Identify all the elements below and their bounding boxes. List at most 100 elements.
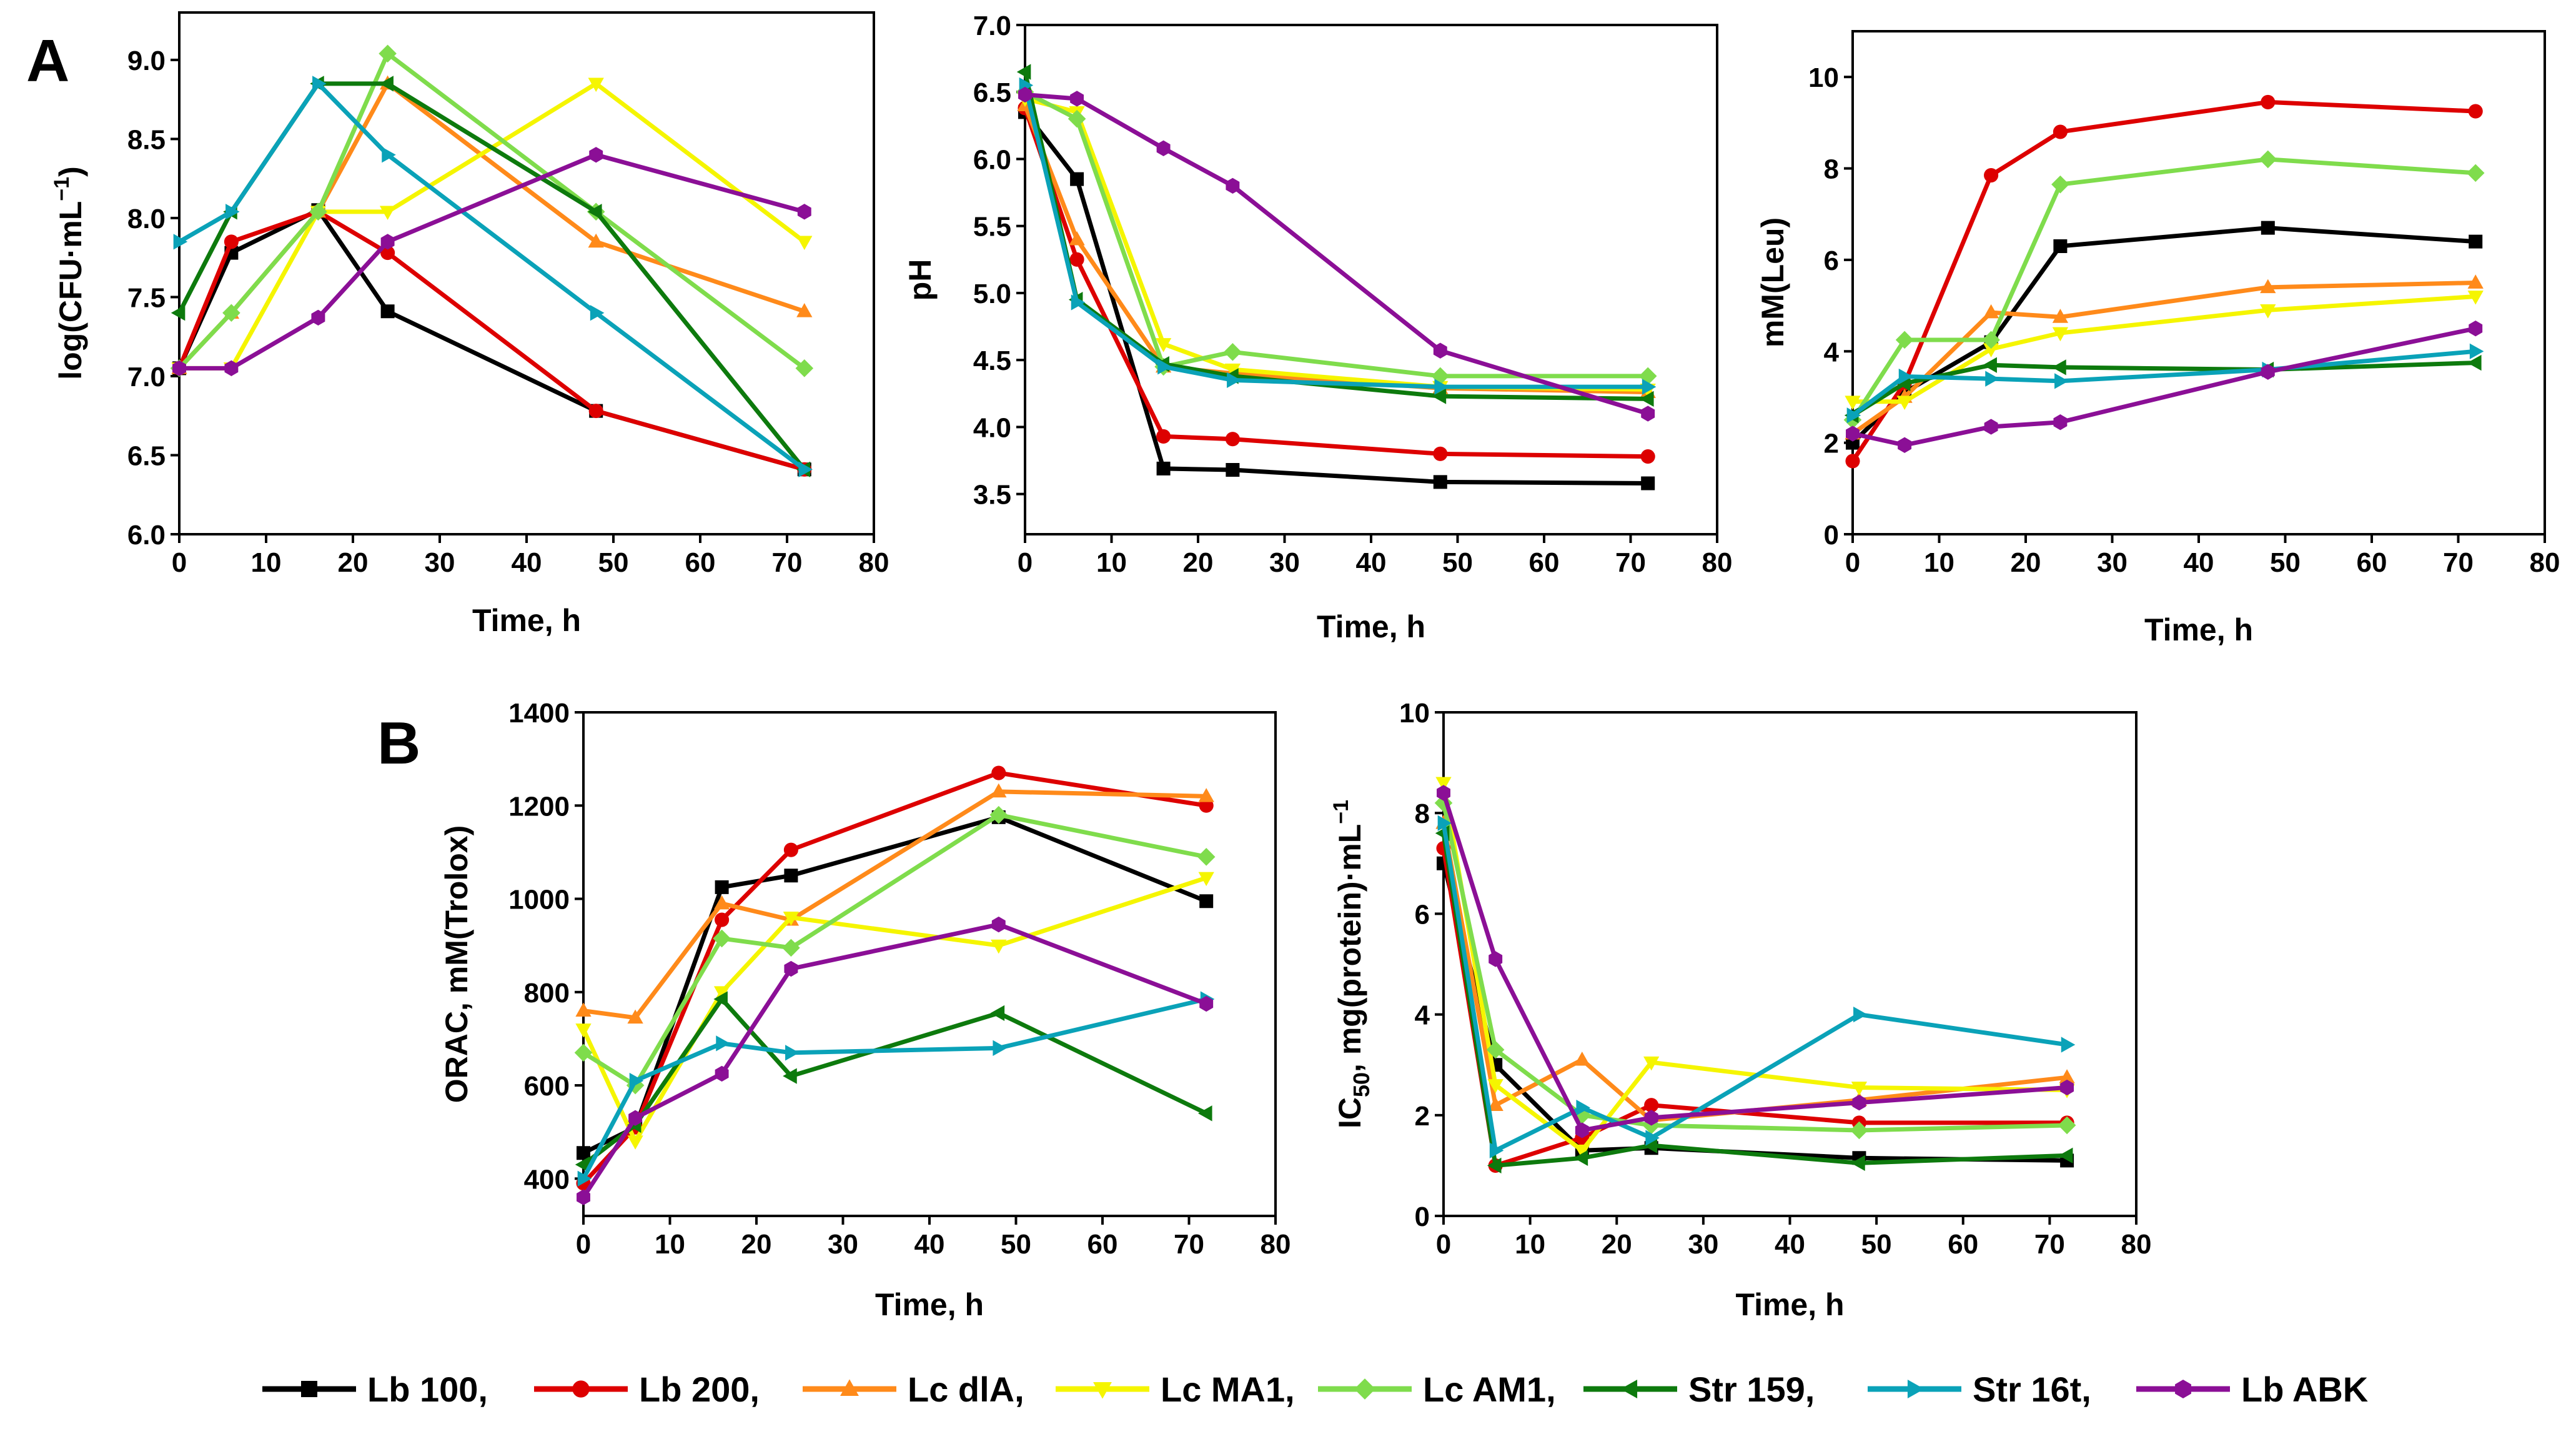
data-point <box>1640 449 1655 464</box>
y-tick-label: 8 <box>1824 154 1839 185</box>
data-point <box>1641 406 1655 422</box>
data-point <box>1226 463 1240 477</box>
y-tick-label: 10 <box>1808 62 1839 93</box>
data-point <box>989 805 1008 824</box>
x-tick-label: 50 <box>1861 1229 1892 1260</box>
data-point <box>380 234 395 250</box>
legend-item: Lc AM1, <box>1318 1370 1556 1409</box>
data-point <box>1645 1130 1660 1146</box>
data-point <box>1197 848 1216 866</box>
legend-label: Lc MA1, <box>1161 1370 1295 1409</box>
series-lb-100 <box>172 203 811 477</box>
y-tick-label: 400 <box>524 1164 570 1195</box>
series-line <box>583 789 1207 1020</box>
data-point <box>1898 437 1912 453</box>
chart-b1: 0 10 20 30 40 50 60 70 80 400 600 800 1000 1200 1400 Ti… <box>439 698 1290 1322</box>
data-point <box>991 765 1006 780</box>
data-point <box>1489 951 1503 967</box>
legend-item: Lb 200, <box>534 1370 760 1409</box>
data-point <box>1199 995 1214 1012</box>
series-line <box>1441 802 2068 1133</box>
y-tick-label: 8 <box>1415 799 1430 829</box>
data-point <box>309 202 327 221</box>
series-line <box>1023 84 1648 389</box>
data-point <box>1574 1144 1590 1159</box>
data-point <box>1016 64 1031 80</box>
data-point <box>171 305 186 321</box>
x-tick-label: 50 <box>2270 547 2301 578</box>
x-tick-label: 40 <box>2184 547 2214 578</box>
data-point <box>1851 1082 1868 1096</box>
data-point <box>796 303 813 317</box>
series-line <box>1024 90 1648 379</box>
data-point <box>2261 221 2275 235</box>
plot-frame <box>582 711 1277 1217</box>
data-point <box>1983 304 1999 319</box>
data-point <box>2261 364 2275 380</box>
series-lb-abk <box>577 916 1214 1205</box>
legend-marker <box>1907 1380 1925 1398</box>
y-tick-label: 6.0 <box>973 144 1011 175</box>
x-tick-label: 20 <box>1183 547 1214 578</box>
x-tick-label: 40 <box>1356 547 1387 578</box>
y-tick-label: 0 <box>1824 520 1839 550</box>
x-tick-label: 60 <box>1087 1229 1118 1260</box>
y-axis-label: mM(Leu) <box>1755 217 1790 347</box>
series-line <box>177 51 806 371</box>
data-point <box>2059 1069 2075 1083</box>
legend-item: Lb ABK <box>2136 1370 2368 1409</box>
data-point <box>224 360 239 376</box>
x-tick-label: 40 <box>512 547 542 578</box>
data-point <box>713 991 728 1007</box>
series-line <box>581 997 1207 1180</box>
x-tick-label: 70 <box>1615 547 1646 578</box>
data-point <box>1487 1097 1503 1112</box>
data-point <box>1225 432 1240 447</box>
data-point <box>2259 150 2277 169</box>
data-point <box>1155 338 1172 352</box>
x-tick-label: 20 <box>2011 547 2041 578</box>
x-tick-label: 60 <box>1529 547 1560 578</box>
x-tick-label: 80 <box>1261 1229 1291 1260</box>
x-tick-label: 80 <box>1702 547 1733 578</box>
data-point <box>225 204 240 220</box>
x-axis-label: Time, h <box>1317 609 1425 644</box>
data-point <box>991 939 1007 954</box>
y-tick-label: 6.5 <box>973 77 1011 108</box>
series-lc-ma1 <box>1845 291 2484 410</box>
legend-marker <box>1354 1378 1375 1400</box>
data-point <box>2467 354 2482 371</box>
data-point <box>590 305 605 321</box>
data-point <box>1224 363 1241 378</box>
data-point <box>379 44 397 63</box>
legend-item: Lc dlA, <box>803 1370 1024 1409</box>
series-line <box>1851 99 2476 462</box>
data-point <box>574 1043 593 1062</box>
data-point <box>993 1040 1007 1056</box>
data-point <box>1156 140 1171 156</box>
data-point <box>991 783 1007 798</box>
data-point <box>172 360 186 376</box>
legend: Lb 100, Lb 200, Lc dlA, Lc MA1, Lc AM1, Str 1… <box>262 1370 2368 1409</box>
series-lb-200 <box>576 765 1214 1191</box>
data-point <box>990 1005 1005 1022</box>
data-point <box>1573 1150 1588 1166</box>
data-point <box>627 1135 643 1150</box>
y-tick-label: 4.0 <box>973 412 1011 443</box>
series-lc-dla <box>1017 97 1656 399</box>
legend-item: Lb 100, <box>262 1370 488 1409</box>
x-tick-label: 70 <box>2443 547 2474 578</box>
data-point <box>1643 1137 1658 1153</box>
data-point <box>1845 396 1861 410</box>
data-point <box>1156 461 1171 476</box>
legend-marker <box>2175 1380 2191 1398</box>
data-point <box>785 1045 800 1061</box>
data-point <box>1575 1122 1589 1138</box>
x-tick-label: 30 <box>828 1229 858 1260</box>
data-point <box>1983 357 1997 373</box>
y-tick-label: 1200 <box>508 791 570 822</box>
data-point <box>1437 785 1450 801</box>
data-point <box>2469 343 2484 359</box>
series-lb-abk <box>172 147 811 376</box>
data-point <box>784 869 798 883</box>
